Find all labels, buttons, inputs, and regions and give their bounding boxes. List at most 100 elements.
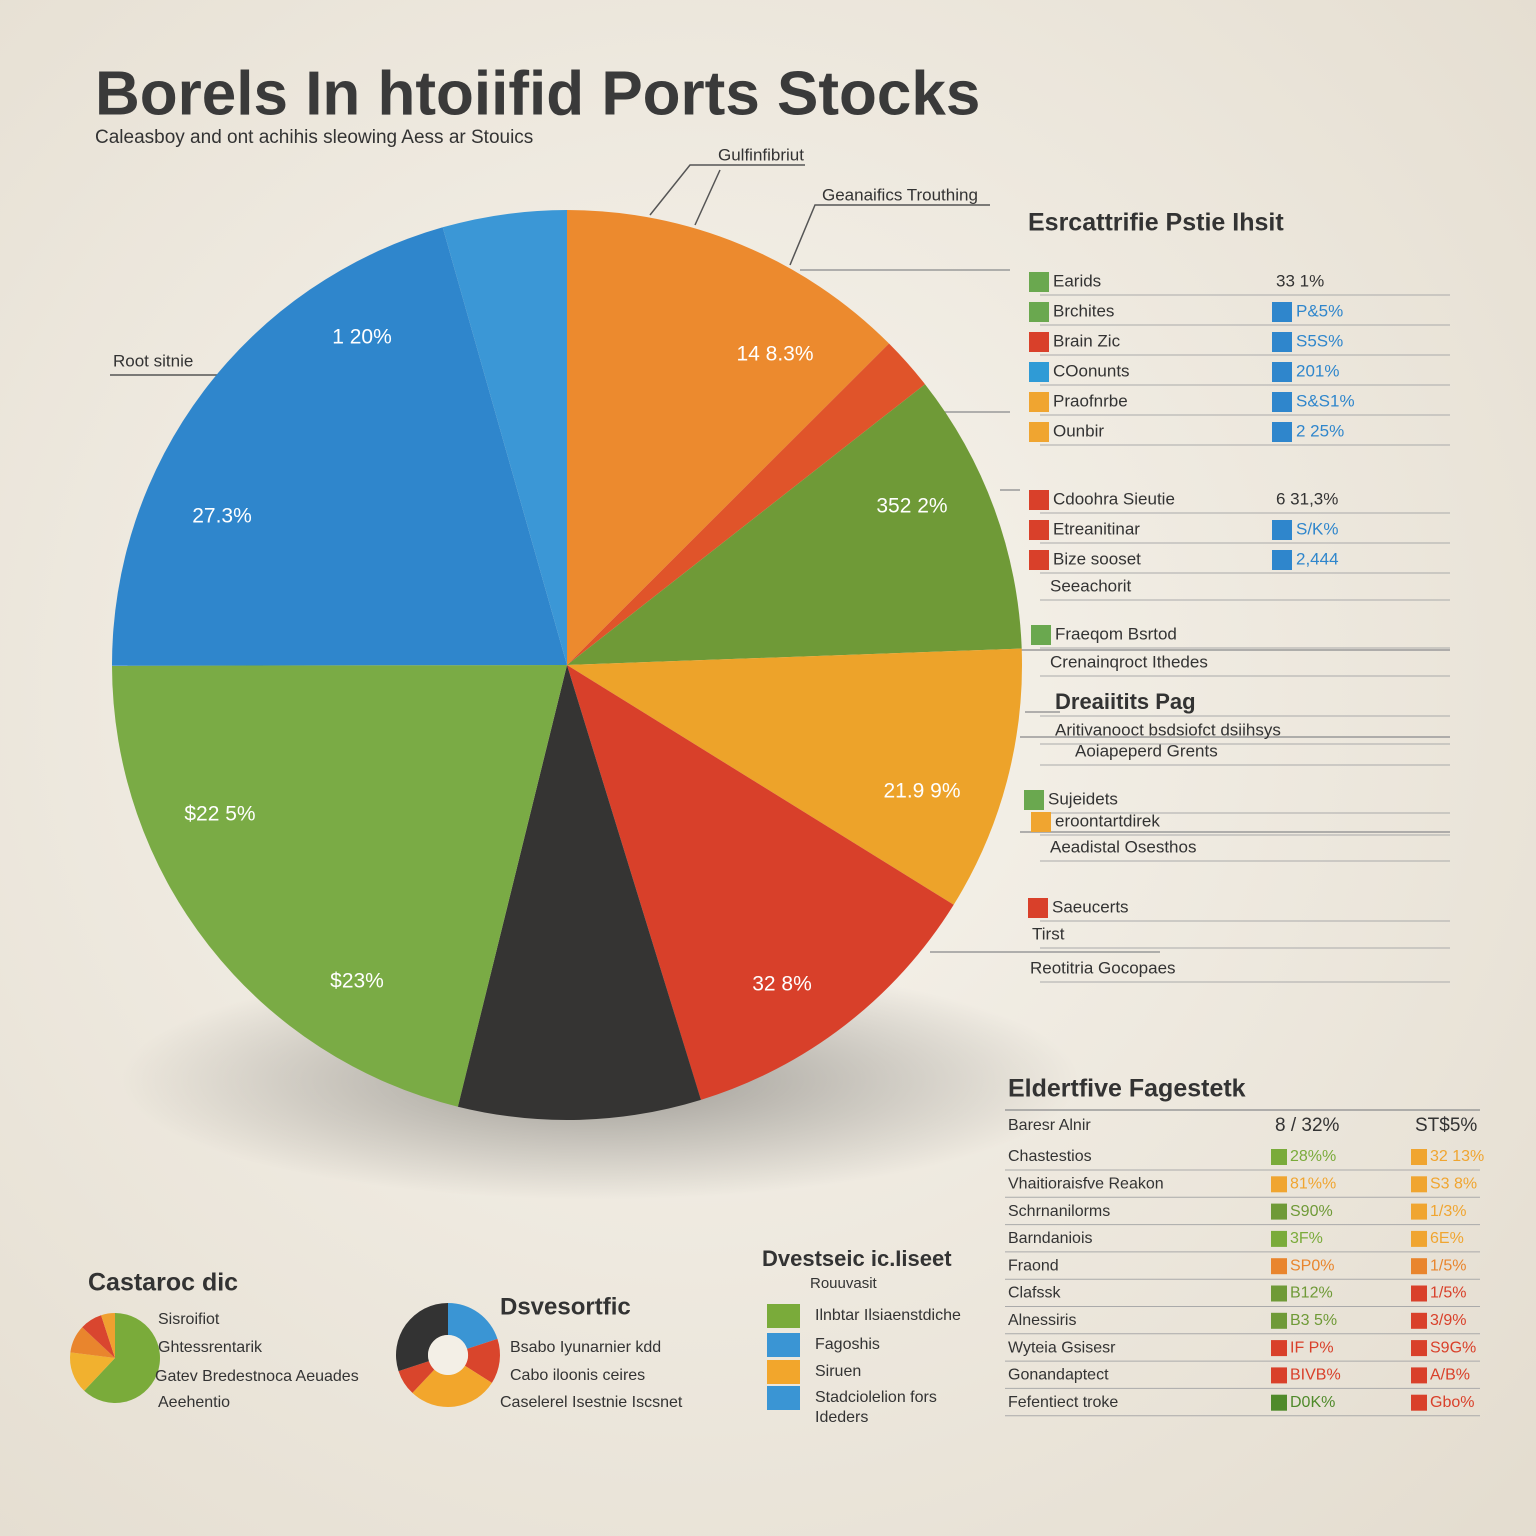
legend-value: S&S1% — [1296, 391, 1355, 410]
legend-label: eroontartdirek — [1055, 811, 1160, 830]
cell-swatch — [1271, 1176, 1287, 1193]
pie-slice — [567, 210, 889, 665]
legend-label: Dreaiitits Pag — [1055, 689, 1196, 714]
cell-swatch — [1411, 1230, 1427, 1247]
pie-slice — [69, 1352, 115, 1391]
value-swatch — [1272, 422, 1292, 442]
legend-swatch — [767, 1333, 800, 1357]
legend-value: 2,444 — [1296, 549, 1339, 568]
table-cell: SP0% — [1290, 1257, 1334, 1274]
table-cell: S9G% — [1430, 1339, 1476, 1356]
legend-swatch — [1029, 362, 1049, 382]
cell-swatch — [1271, 1149, 1287, 1165]
slice-annotation: Caselerel Isestnie Iscsnet — [500, 1394, 683, 1411]
legend-swatch — [1029, 520, 1049, 540]
cell-swatch — [1411, 1258, 1427, 1275]
table-cell: 1/5% — [1430, 1285, 1466, 1302]
legend-label: Praofnrbe — [1053, 391, 1128, 410]
cell-swatch — [1411, 1176, 1427, 1193]
pie-slice — [567, 665, 954, 1100]
slice-annotation: Sisroifiot — [158, 1311, 220, 1328]
value-swatch — [1272, 332, 1292, 352]
table-cell: 28%% — [1290, 1148, 1336, 1165]
cell-swatch — [1411, 1285, 1427, 1302]
callout-lines — [110, 164, 990, 376]
subtitle: Caleasboy and ont achihis sleowing Aess … — [95, 127, 533, 148]
pie-slice — [398, 1361, 435, 1393]
legend-label: Saeucerts — [1052, 897, 1129, 916]
cell-swatch — [1271, 1258, 1287, 1275]
legend-swatch — [1029, 302, 1049, 322]
table-cell: 81%% — [1290, 1176, 1336, 1193]
legend-label: Aoiapeperd Grents — [1075, 741, 1218, 760]
slice-annotation: Gatev Bredestnoca Aeuades — [155, 1368, 359, 1385]
cell-swatch — [1271, 1340, 1287, 1357]
legend-label: Etreanitinar — [1053, 519, 1140, 538]
table-cell: Schrnanilorms — [1008, 1203, 1110, 1220]
cell-swatch — [1411, 1312, 1427, 1329]
slice-annotation: $23% — [330, 970, 384, 993]
cell-swatch — [1411, 1340, 1427, 1357]
legend-swatch — [1031, 625, 1051, 645]
slice-annotation: Aeehentio — [158, 1394, 230, 1411]
pie-slice — [457, 665, 701, 1120]
legend-swatch — [1029, 332, 1049, 352]
slice-annotation: 14 8.3% — [736, 343, 813, 366]
value-swatch — [1272, 362, 1292, 382]
pie-slice — [396, 1303, 448, 1372]
legend-label: Aeadistal Osesthos — [1050, 837, 1196, 856]
slice-annotation: 352 2% — [876, 495, 947, 518]
pie-slice — [101, 1313, 115, 1358]
table-cell: Gonandaptect — [1008, 1367, 1109, 1384]
slice-annotation: 21.9 9% — [883, 780, 960, 803]
legend-label: Ilnbtar Ilsiaenstdiche — [815, 1307, 961, 1324]
table-cell: B3 5% — [1290, 1312, 1337, 1329]
pie-slice — [442, 210, 567, 665]
table-cell: 3F% — [1290, 1230, 1323, 1247]
callout: Root sitnie — [113, 351, 193, 370]
legend-swatch — [1029, 490, 1049, 510]
title: Borels In htoiifid Ports Stocks — [95, 59, 980, 128]
table-header: Baresr Alnir — [1008, 1117, 1091, 1134]
chart-title: Castaroc dic — [88, 1269, 238, 1297]
slice-annotation: $22 5% — [184, 803, 255, 826]
legend-label: Tirst — [1032, 924, 1065, 943]
legend-label: COonunts — [1053, 361, 1130, 380]
slice-annotation: 1 20% — [332, 326, 392, 349]
table-cell: Barndaniois — [1008, 1230, 1093, 1247]
legend-swatch — [1029, 422, 1049, 442]
pie-slice — [412, 1365, 492, 1407]
value-swatch — [1272, 520, 1292, 540]
legend-swatch — [1029, 272, 1049, 292]
slice-annotation: Bsabo Iyunarnier kdd — [510, 1339, 661, 1356]
legend-label: Reotitria Gocopaes — [1030, 958, 1176, 977]
pie-slice — [567, 648, 1023, 905]
table-cell: Chastestios — [1008, 1148, 1092, 1165]
legend-swatch — [1024, 790, 1044, 810]
legend-value: P&5% — [1296, 301, 1343, 320]
table-cell: Gbo% — [1430, 1394, 1474, 1411]
table-cell: 32 13% — [1430, 1148, 1484, 1165]
cell-swatch — [1271, 1394, 1287, 1411]
legend-swatch — [1028, 898, 1048, 918]
cell-swatch — [1271, 1230, 1287, 1247]
callout: Geanaifics Trouthing — [822, 185, 978, 204]
value-swatch — [1272, 302, 1292, 322]
table-cell: A/B% — [1430, 1367, 1470, 1384]
table-cell: IF P% — [1290, 1339, 1334, 1356]
legend-value: 201% — [1296, 361, 1339, 380]
table-cell: 3/9% — [1430, 1312, 1466, 1329]
table-cell: Fraond — [1008, 1257, 1059, 1274]
legend-value: S/K% — [1296, 519, 1339, 538]
panel-title: Esrcattrifie Pstie Ihsit — [1028, 209, 1284, 237]
pie-slice — [464, 1338, 501, 1383]
cell-swatch — [1411, 1394, 1427, 1411]
legend-value: 6 31,3% — [1276, 489, 1338, 508]
cell-swatch — [1271, 1367, 1287, 1384]
legend-label: Ideders — [815, 1409, 868, 1426]
pie-slice — [567, 343, 926, 665]
legend-swatch — [767, 1386, 800, 1410]
legend-label: Earids — [1053, 271, 1101, 290]
table-header: ST$5% — [1415, 1115, 1477, 1136]
